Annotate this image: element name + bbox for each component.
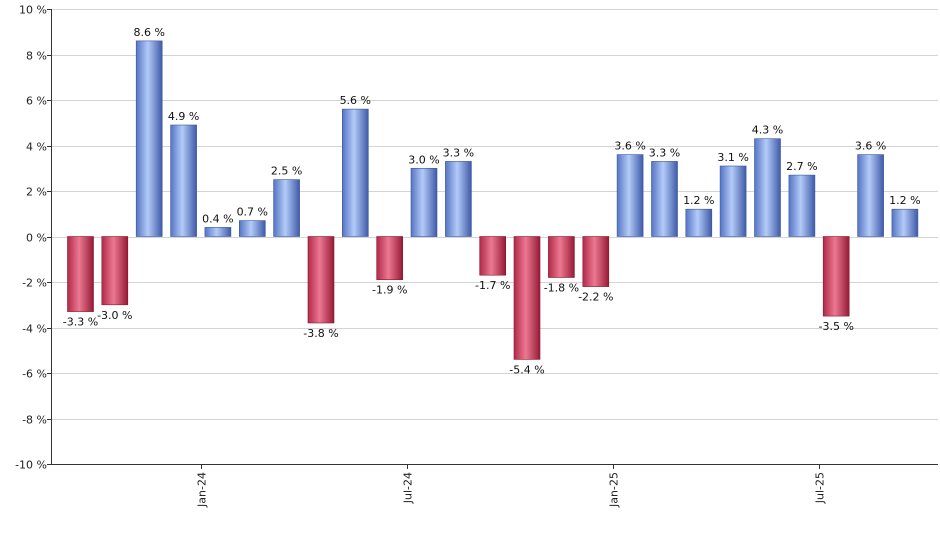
bar-value-label: 2.5 %	[271, 165, 302, 178]
y-tick-label: -8 %	[22, 414, 47, 427]
bar	[822, 236, 850, 317]
bar-value-label: -2.2 %	[578, 291, 613, 304]
bar-value-label: -3.5 %	[818, 320, 853, 333]
bar-value-label: 2.7 %	[786, 160, 817, 173]
bar	[273, 179, 300, 237]
bar	[479, 236, 507, 276]
bar-value-label: -1.9 %	[372, 284, 407, 297]
bar-value-label: 1.2 %	[889, 194, 920, 207]
y-tick-label: 2 %	[26, 186, 47, 199]
bar	[891, 208, 919, 237]
x-tick-label: Jul-24	[402, 472, 415, 504]
bar-value-label: -3.0 %	[97, 309, 132, 322]
y-tick-label: -2 %	[22, 277, 47, 290]
bars	[67, 40, 919, 360]
x-tick-label: Jul-25	[814, 472, 827, 504]
y-tick-label: 8 %	[26, 50, 47, 63]
bar-value-label: 3.0 %	[408, 153, 439, 166]
bar	[548, 236, 575, 278]
bar-value-label: 0.4 %	[202, 212, 233, 225]
bar-value-label: -3.8 %	[303, 327, 338, 340]
bar-value-label: 3.1 %	[717, 151, 748, 164]
bar	[754, 138, 781, 237]
bar	[341, 108, 369, 237]
bar	[135, 40, 163, 237]
bar	[376, 236, 404, 281]
axes: 10 % 8 % 6 % 4 % 2 % 0 % -2 % -4 % -6 % -8 % -10 %…	[15, 4, 938, 508]
y-tick-label: -4 %	[22, 323, 47, 336]
bar-value-label: -1.8 %	[544, 282, 579, 295]
bar-value-label: 8.6 %	[133, 26, 164, 39]
bar	[67, 236, 94, 312]
y-tick-label: -6 %	[22, 368, 47, 381]
bar	[788, 174, 816, 237]
bar	[513, 236, 541, 360]
y-tick-label: 6 %	[26, 95, 47, 108]
y-tick-label: 0 %	[26, 232, 47, 245]
bar	[307, 236, 335, 324]
bar-value-label: 3.3 %	[443, 146, 474, 159]
bar-value-label: 3.6 %	[855, 140, 886, 153]
bar	[857, 154, 884, 237]
bar-value-label: 0.7 %	[237, 206, 268, 219]
bar	[445, 161, 472, 237]
bar	[170, 124, 197, 237]
bar	[410, 168, 438, 237]
bar-value-label: 3.3 %	[649, 146, 680, 159]
bar-value-label: -1.7 %	[475, 279, 510, 292]
x-tick-label: Jan-25	[608, 472, 621, 508]
data-labels: -3.3 %-3.0 % 8.6 % 4.9 % 0.4 % 0.7 % 2.5 % -3.…	[63, 26, 921, 376]
bar-value-label: 4.3 %	[752, 124, 783, 137]
bar-value-label: 3.6 %	[614, 140, 645, 153]
bar-value-label: 1.2 %	[683, 194, 714, 207]
bar	[239, 220, 266, 237]
bar	[204, 227, 232, 237]
bar-value-label: 5.6 %	[340, 94, 371, 107]
bar-value-label: 4.9 %	[168, 110, 199, 123]
bar-value-label: -5.4 %	[509, 363, 544, 376]
y-tick-label: -10 %	[15, 459, 47, 472]
bar	[101, 236, 129, 306]
x-tick-label: Jan-24	[196, 472, 209, 508]
bar	[651, 161, 678, 237]
bar-value-label: -3.3 %	[63, 316, 98, 329]
bar	[582, 236, 610, 287]
bar	[719, 165, 747, 237]
bar	[616, 154, 644, 237]
y-tick-label: 10 %	[19, 4, 47, 17]
bar	[685, 208, 713, 237]
y-tick-label: 4 %	[26, 141, 47, 154]
